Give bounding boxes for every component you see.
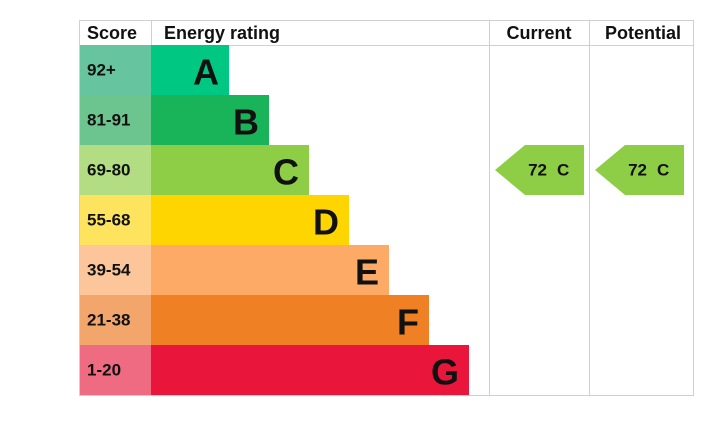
potential-letter: C (657, 161, 669, 180)
potential-score: 72 (628, 161, 647, 180)
current-arrow (495, 145, 584, 195)
score-cell (80, 195, 151, 245)
rating-letter: F (397, 302, 419, 343)
rating-bar (151, 145, 309, 195)
rating-bar (151, 245, 389, 295)
rating-letter: E (355, 252, 379, 293)
rating-letter: C (273, 152, 299, 193)
frame (79, 20, 694, 396)
current-score: 72 (528, 161, 547, 180)
header-rating: Energy rating (164, 23, 280, 43)
rating-bar (151, 45, 229, 95)
header-current: Current (506, 23, 571, 43)
score-range: 55-68 (87, 211, 130, 230)
rating-letter: B (233, 102, 259, 143)
rating-bar (151, 295, 429, 345)
score-range: 92+ (87, 61, 116, 80)
score-cell (80, 145, 151, 195)
score-range: 1-20 (87, 361, 121, 380)
rating-letter: G (431, 352, 459, 393)
score-cell (80, 345, 151, 395)
score-range: 39-54 (87, 261, 131, 280)
score-cell (80, 245, 151, 295)
rating-letter: A (193, 52, 219, 93)
score-range: 69-80 (87, 161, 130, 180)
header-potential: Potential (605, 23, 681, 43)
rating-letter: D (313, 202, 339, 243)
score-cell (80, 45, 151, 95)
current-letter: C (557, 161, 569, 180)
score-range: 21-38 (87, 311, 130, 330)
header-score: Score (87, 23, 137, 43)
score-range: 81-91 (87, 111, 130, 130)
rating-bar (151, 345, 469, 395)
rating-bar (151, 95, 269, 145)
potential-arrow (595, 145, 684, 195)
score-cell (80, 95, 151, 145)
rating-bar (151, 195, 349, 245)
score-cell (80, 295, 151, 345)
